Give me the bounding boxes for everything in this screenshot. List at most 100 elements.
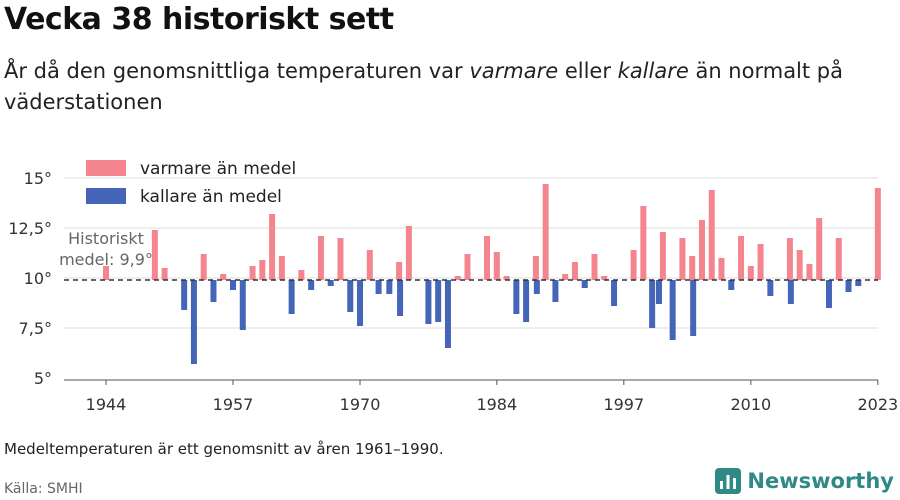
warm-bar (161, 268, 168, 280)
x-tick-label: 2010 (730, 395, 771, 414)
cold-bar (855, 280, 862, 286)
warm-bar (542, 184, 549, 280)
warm-bar (738, 236, 745, 280)
cold-bar (357, 280, 364, 326)
warm-bar (366, 250, 373, 280)
warm-bar (747, 266, 754, 280)
y-axis-ticks: 5° 7,5° 10° 12,5° 15° (8, 169, 52, 388)
cold-bar (690, 280, 697, 336)
warm-bar (269, 214, 276, 280)
cold-bar (649, 280, 656, 328)
warm-bar (659, 232, 666, 280)
y-tick-label: 10° (24, 269, 52, 288)
subtitle-cold-word: kallare (617, 59, 689, 83)
x-tick-label: 2023 (857, 395, 898, 414)
brand-logo: Newsworthy (715, 468, 894, 494)
warm-bar (562, 274, 569, 280)
warm-bar (640, 206, 647, 280)
baseline-label-line1: Historiskt (68, 229, 144, 248)
warm-bar (718, 258, 725, 280)
subtitle-text-mid: eller (558, 59, 618, 83)
cold-bar (669, 280, 676, 340)
brand-name: Newsworthy (747, 469, 894, 493)
cold-bar (210, 280, 217, 302)
warm-bar (249, 266, 256, 280)
cold-bar (787, 280, 794, 304)
cold-bar (552, 280, 559, 302)
warm-bar (796, 250, 803, 280)
bars (103, 184, 881, 364)
footnote: Medeltemperaturen är ett genomsnitt av å… (4, 440, 444, 458)
cold-bar (444, 280, 451, 348)
cold-bar (181, 280, 188, 310)
x-tick-label: 1997 (603, 395, 644, 414)
warm-bar (396, 262, 403, 280)
baseline-label-line2: medel: 9,9° (59, 250, 153, 269)
temperature-bar-chart: 5° 7,5° 10° 12,5° 15° 1944 1957 1970 1984 1997 20… (8, 159, 898, 414)
warm-bar (679, 238, 686, 280)
y-tick-label: 7,5° (19, 319, 52, 338)
x-tick-label: 1944 (86, 395, 127, 414)
warm-bar (103, 266, 109, 280)
x-tick-label: 1957 (213, 395, 254, 414)
warm-bar (689, 256, 696, 280)
warm-bar (298, 270, 305, 280)
warm-bar (259, 260, 266, 280)
warm-bar (503, 276, 510, 280)
warm-bar (698, 220, 705, 280)
warm-bar (278, 256, 285, 280)
cold-bar (386, 280, 393, 294)
warm-bar (454, 276, 461, 280)
warm-bar (317, 236, 324, 280)
cold-bar (190, 280, 197, 364)
newsworthy-logo-icon (715, 468, 742, 494)
cold-bar (523, 280, 530, 322)
warm-bar (757, 244, 764, 280)
legend-swatch (86, 160, 126, 176)
warm-bar (571, 262, 578, 280)
warm-bar (816, 218, 823, 280)
warm-bar (493, 252, 500, 280)
cold-bar (611, 280, 618, 306)
warm-bar (464, 254, 471, 280)
warm-bar (405, 226, 412, 280)
cold-bar (375, 280, 382, 294)
cold-bar (308, 280, 315, 290)
warm-bar (835, 238, 842, 280)
y-tick-label: 12,5° (8, 219, 52, 238)
warm-bar (874, 188, 881, 280)
warm-bar (532, 256, 539, 280)
subtitle-text-end: än normalt på väderstationen (4, 59, 843, 114)
warm-bar (708, 190, 715, 280)
warm-bar (591, 254, 598, 280)
warm-bar (786, 238, 793, 280)
legend-label: varmare än medel (140, 159, 296, 179)
x-tick-label: 1970 (340, 395, 381, 414)
cold-bar (327, 280, 334, 286)
source-credit: Källa: SMHI (4, 481, 83, 497)
cold-bar (728, 280, 735, 290)
warm-bar (630, 250, 637, 280)
x-tick-label: 1984 (476, 395, 517, 414)
cold-bar (825, 280, 832, 308)
subtitle-text-start: År då den genomsnittliga temperaturen va… (4, 59, 470, 83)
cold-bar (288, 280, 295, 314)
cold-bar (655, 280, 662, 304)
warm-bar (601, 276, 608, 280)
warm-bar (220, 274, 227, 280)
y-tick-label: 5° (34, 369, 52, 388)
cold-bar (581, 280, 588, 288)
cold-bar (239, 280, 246, 330)
warm-bar (806, 264, 813, 280)
cold-bar (435, 280, 442, 322)
subtitle-warm-word: varmare (469, 59, 559, 83)
cold-bar (767, 280, 774, 296)
chart-subtitle: År då den genomsnittliga temperaturen va… (4, 56, 864, 118)
cold-bar (845, 280, 852, 292)
legend-swatch (86, 188, 126, 204)
cold-bar (513, 280, 520, 314)
warm-bar (337, 238, 344, 280)
warm-bar (200, 254, 207, 280)
legend-label: kallare än medel (140, 187, 282, 207)
chart-title: Vecka 38 historiskt sett (4, 2, 394, 37)
